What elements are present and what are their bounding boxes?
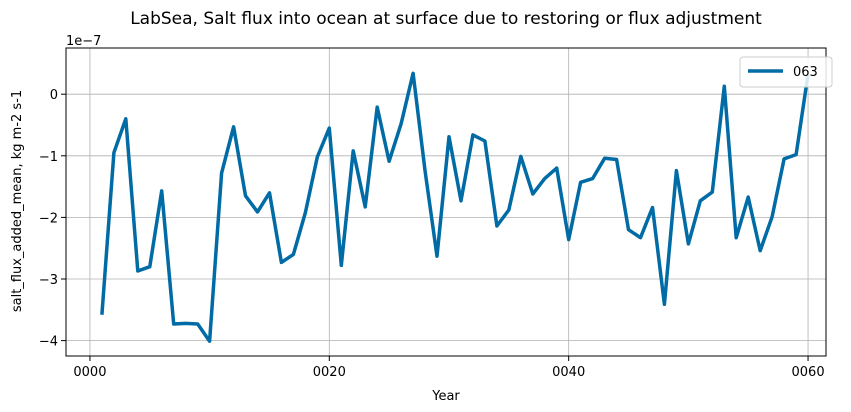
legend-box <box>739 56 833 88</box>
legend: 063 <box>739 56 833 88</box>
grid <box>66 48 826 356</box>
y-axis-label: salt_flux_added_mean, kg m-2 s-1 <box>10 90 25 312</box>
x-tick-label: 0060 <box>792 365 825 380</box>
y-tick-label: −3 <box>39 273 58 288</box>
series-layer <box>100 71 810 343</box>
x-tick-label: 0000 <box>73 365 106 380</box>
chart-title: LabSea, Salt flux into ocean at surface … <box>130 9 762 29</box>
y-tick-label: 0 <box>50 88 58 103</box>
legend-label-063: 063 <box>793 65 818 80</box>
series-line-063 <box>100 71 810 343</box>
plot-frame <box>65 47 827 357</box>
x-axis-ticks: 0000 0020 0040 0060 <box>73 356 825 380</box>
x-axis-label: Year <box>431 389 460 404</box>
y-axis-ticks: −4 −3 −2 −1 0 <box>39 88 66 350</box>
y-axis-offset-text: 1e−7 <box>66 34 101 49</box>
y-tick-label: −2 <box>39 211 58 226</box>
y-tick-label: −1 <box>39 150 58 165</box>
y-tick-label: −4 <box>39 335 58 350</box>
x-tick-label: 0020 <box>313 365 346 380</box>
x-tick-label: 0040 <box>552 365 585 380</box>
